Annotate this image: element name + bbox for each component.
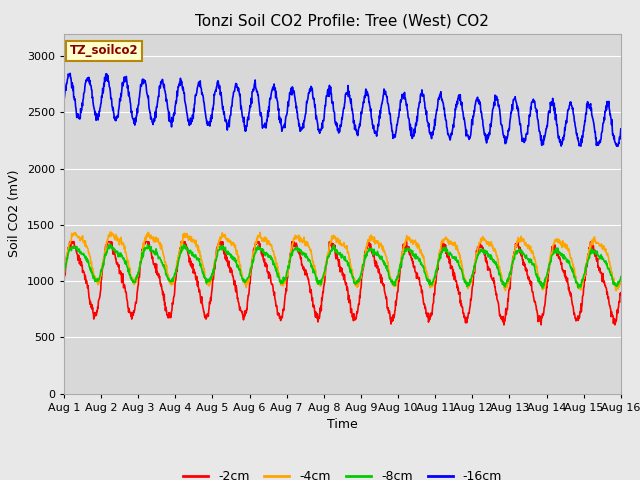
-4cm	[612, 288, 620, 294]
-8cm	[552, 248, 559, 253]
-4cm	[429, 282, 437, 288]
-2cm	[171, 289, 179, 295]
-4cm	[107, 229, 115, 235]
-8cm	[502, 281, 509, 287]
Line: -8cm: -8cm	[64, 244, 621, 288]
-8cm	[171, 271, 179, 276]
-16cm	[67, 71, 74, 76]
Legend: -2cm, -4cm, -8cm, -16cm: -2cm, -4cm, -8cm, -16cm	[178, 465, 507, 480]
-16cm	[184, 119, 192, 124]
-2cm	[552, 244, 559, 250]
-16cm	[171, 111, 179, 117]
-2cm	[184, 252, 192, 257]
-8cm	[107, 241, 115, 247]
-16cm	[551, 105, 559, 111]
-4cm	[184, 234, 192, 240]
Y-axis label: Soil CO2 (mV): Soil CO2 (mV)	[8, 170, 21, 257]
-4cm	[246, 267, 254, 273]
Text: TZ_soilco2: TZ_soilco2	[70, 44, 138, 58]
-16cm	[617, 126, 625, 132]
-2cm	[502, 312, 510, 317]
Line: -4cm: -4cm	[64, 232, 621, 291]
-4cm	[551, 237, 559, 243]
-2cm	[617, 290, 625, 296]
-16cm	[557, 143, 565, 149]
-8cm	[617, 274, 625, 279]
-2cm	[500, 322, 508, 328]
-8cm	[429, 278, 437, 284]
-8cm	[60, 270, 68, 276]
X-axis label: Time: Time	[327, 418, 358, 431]
Line: -16cm: -16cm	[64, 73, 621, 146]
-2cm	[246, 274, 254, 279]
-2cm	[60, 278, 68, 284]
-4cm	[617, 276, 625, 282]
Line: -2cm: -2cm	[64, 242, 621, 325]
-8cm	[246, 265, 254, 271]
-4cm	[171, 273, 179, 278]
-2cm	[429, 300, 437, 306]
-16cm	[502, 134, 509, 140]
-8cm	[184, 246, 192, 252]
-16cm	[429, 129, 437, 134]
-2cm	[66, 239, 74, 245]
-4cm	[60, 269, 68, 275]
-16cm	[246, 104, 254, 110]
-4cm	[502, 284, 509, 289]
-16cm	[60, 95, 68, 100]
Title: Tonzi Soil CO2 Profile: Tree (West) CO2: Tonzi Soil CO2 Profile: Tree (West) CO2	[195, 13, 490, 28]
-8cm	[539, 285, 547, 291]
